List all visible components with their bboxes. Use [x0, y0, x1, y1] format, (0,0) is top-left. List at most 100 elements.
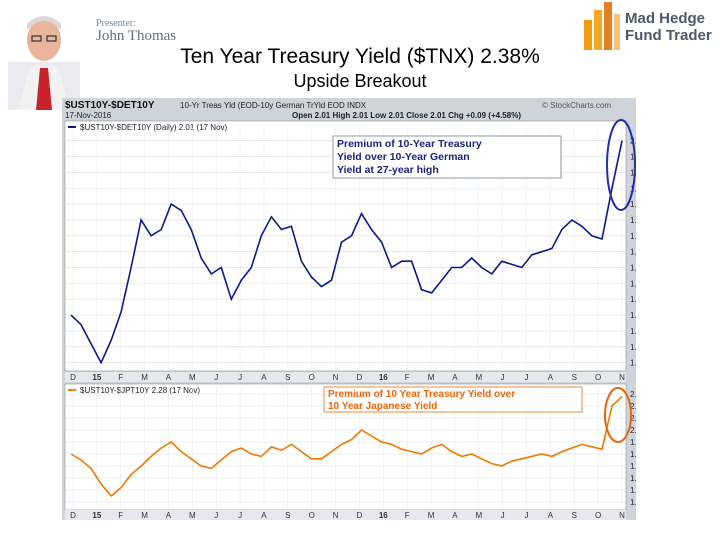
top-annotation-line-1: Premium of 10-Year Treasury	[337, 138, 482, 150]
x-tick-label: D	[357, 511, 363, 520]
x-tick-label: S	[285, 511, 290, 520]
y-tick-label: 1.55	[630, 279, 636, 288]
x-tick-label: J	[501, 511, 505, 520]
y-tick-label: 1.95	[630, 153, 636, 162]
top-series-line	[70, 140, 623, 365]
y-tick-label: 1.6	[630, 474, 636, 483]
y-tick-label: 1.8	[630, 450, 636, 459]
x-tick-label: M	[475, 373, 482, 382]
x-tick-label: N	[619, 511, 625, 520]
x-tick-label: N	[333, 373, 339, 382]
y-tick-label: 1.9	[630, 438, 636, 447]
x-tick-label: M	[141, 511, 148, 520]
x-tick-label: O	[595, 511, 601, 520]
presenter-name: John Thomas	[96, 28, 177, 44]
bottom-annotation-line-1: Premium of 10 Year Treasury Yield over	[328, 389, 515, 400]
x-tick-label: M	[189, 511, 196, 520]
y-tick-label: 1.50	[630, 295, 636, 304]
top-ohlc: Open 2.01 High 2.01 Low 2.01 Close 2.01 …	[292, 111, 521, 120]
y-tick-label: 2.3	[630, 390, 636, 399]
x-tick-label: S	[285, 373, 290, 382]
y-tick-label: 1.60	[630, 264, 636, 273]
presenter-photo	[0, 0, 88, 110]
x-tick-label: J	[525, 511, 529, 520]
x-tick-label: M	[475, 511, 482, 520]
x-tick-label: M	[428, 511, 435, 520]
chart-date: 17-Nov-2016	[65, 111, 112, 120]
x-tick-label: M	[189, 373, 196, 382]
x-tick-label: N	[333, 511, 339, 520]
x-tick-label: M	[428, 373, 435, 382]
top-highlight-ellipse	[606, 119, 636, 211]
x-tick-label: D	[357, 373, 363, 382]
x-tick-label: J	[238, 373, 242, 382]
top-x-axis-band	[65, 372, 626, 382]
x-tick-label: M	[141, 373, 148, 382]
x-tick-label: D	[70, 373, 76, 382]
x-tick-label: 16	[379, 511, 388, 520]
x-tick-label: O	[309, 373, 315, 382]
top-symbol: $UST10Y-$DET10Y	[65, 100, 155, 111]
top-x-axis: D 15 F M A M J J A S O N D 16 F M A M J J A S O N	[70, 373, 625, 382]
logo-line-1: Mad Hedge	[625, 10, 706, 27]
x-tick-label: D	[70, 511, 76, 520]
bottom-legend: $UST10Y-$JPT10Y 2.28 (17 Nov)	[80, 386, 200, 395]
y-tick-label: 2.1	[630, 414, 636, 423]
x-tick-label: J	[214, 373, 218, 382]
top-annotation-line-2: Yield over 10-Year German	[337, 151, 470, 163]
x-tick-label: F	[405, 373, 410, 382]
bottom-annotation-line-2: 10 Year Japanese Yield	[328, 401, 437, 412]
x-tick-label: N	[619, 373, 625, 382]
y-tick-label: 1.5	[630, 486, 636, 495]
bottom-series-line	[70, 395, 623, 498]
bottom-highlight-ellipse	[604, 387, 632, 443]
x-tick-label: J	[238, 511, 242, 520]
x-tick-label: J	[525, 373, 529, 382]
x-tick-label: F	[118, 511, 123, 520]
x-tick-label: J	[214, 511, 218, 520]
slide-subtitle: Upside Breakout	[293, 71, 427, 91]
x-tick-label: O	[595, 373, 601, 382]
y-tick-label: 1.40	[630, 327, 636, 336]
y-tick-label: 1.7	[630, 462, 636, 471]
x-tick-label: A	[548, 373, 554, 382]
presenter-block: Presenter: John Thomas	[0, 0, 190, 110]
watermark: © StockCharts.com	[542, 101, 611, 110]
bottom-y-axis: 2.3 2.2 2.1 2.0 1.9 1.8 1.7 1.6 1.5 1.4	[630, 390, 636, 507]
top-legend: $UST10Y-$DET10Y (Daily) 2.01 (17 Nov)	[80, 123, 228, 132]
y-tick-label: 1.4	[630, 498, 636, 507]
top-header-desc: 10-Yr Treas Yld (EOD-10y German TrYld EO…	[180, 101, 367, 110]
x-tick-label: A	[261, 373, 267, 382]
x-tick-label: 15	[92, 373, 101, 382]
x-tick-label: F	[118, 373, 123, 382]
x-tick-label: A	[548, 511, 554, 520]
y-tick-label: 1.75	[630, 216, 636, 225]
bottom-x-axis-band	[65, 510, 626, 520]
logo-line-2: Fund Trader	[625, 27, 712, 44]
bottom-annotation-box	[323, 386, 583, 413]
y-tick-label: 1.70	[630, 232, 636, 241]
x-tick-label: S	[572, 373, 577, 382]
slide-title: Ten Year Treasury Yield ($TNX) 2.38%	[180, 45, 540, 68]
x-tick-label: A	[261, 511, 267, 520]
y-tick-label: 1.30	[630, 359, 636, 368]
chart-image: $UST10Y-$DET10Y 10-Yr Treas Yld (EOD-10y…	[62, 98, 636, 520]
presenter-label: Presenter:	[96, 18, 136, 29]
x-tick-label: O	[309, 511, 315, 520]
x-tick-label: F	[405, 511, 410, 520]
x-tick-label: J	[501, 373, 505, 382]
y-tick-label: 1.65	[630, 248, 636, 257]
y-tick-label: 1.90	[630, 168, 636, 177]
x-tick-label: A	[452, 373, 458, 382]
y-tick-label: 2.0	[630, 426, 636, 435]
mad-hedge-logo	[584, 2, 620, 50]
y-tick-label: 1.45	[630, 311, 636, 320]
x-tick-label: A	[166, 373, 172, 382]
x-tick-label: S	[572, 511, 577, 520]
y-tick-label: 1.35	[630, 343, 636, 352]
x-tick-label: 16	[379, 373, 388, 382]
y-tick-label: 1.80	[630, 200, 636, 209]
x-tick-label: A	[452, 511, 458, 520]
y-tick-label: 2.2	[630, 402, 636, 411]
x-tick-label: 15	[92, 511, 101, 520]
